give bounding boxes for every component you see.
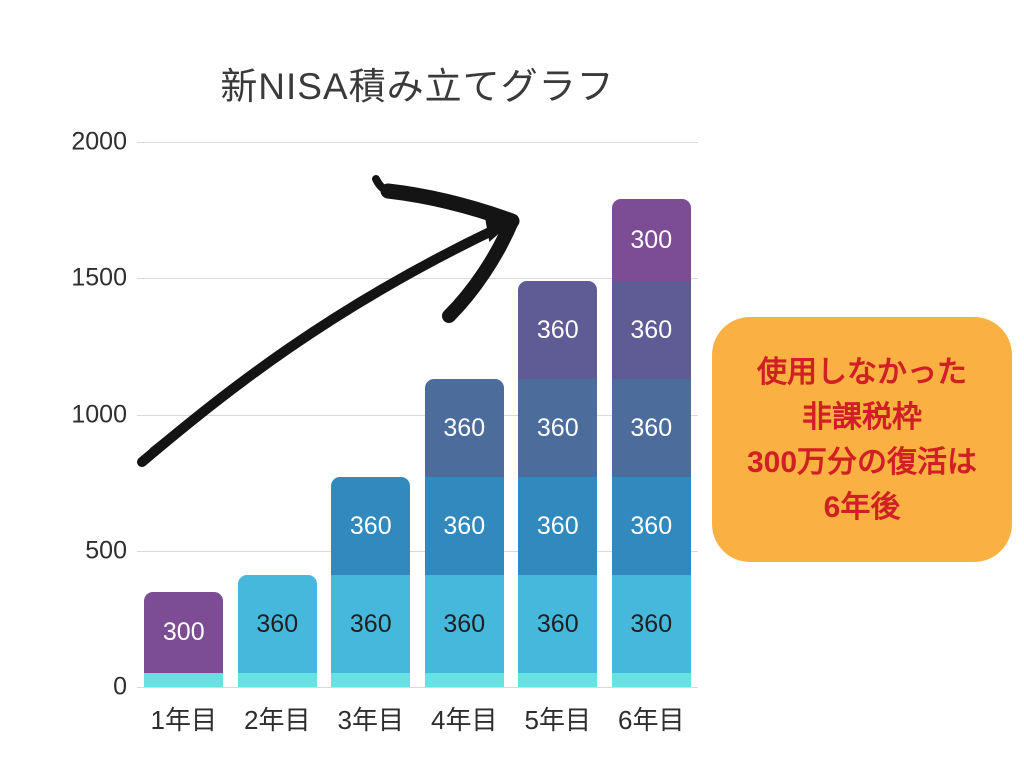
segment-value-label: 360 — [536, 609, 579, 638]
bar-segment-1年目-300: 300 — [144, 591, 224, 674]
x-axis-tick-label: 4年目 — [431, 705, 498, 735]
x-axis-tick-label: 6年目 — [618, 705, 685, 735]
bar-segment-5年目-360: 360 — [518, 280, 598, 380]
segment-value-label: 360 — [443, 609, 486, 638]
bar-segment-6年目-360: 360 — [611, 477, 691, 576]
bar-segment-2年目-50 — [237, 673, 317, 687]
bar-segment-5年目-50 — [518, 673, 598, 687]
segment-value-label: 360 — [536, 413, 579, 442]
segment-value-label: 360 — [536, 511, 579, 540]
y-axis-tick-label: 2000 — [71, 127, 127, 156]
x-axis-tick-label: 1年目 — [150, 705, 217, 735]
bar-segment-4年目-360: 360 — [424, 477, 504, 576]
segment-value-label: 300 — [630, 225, 673, 254]
callout-line-2: 非課税枠 — [802, 400, 922, 434]
segment-value-label: 300 — [162, 618, 205, 646]
segment-value-label: 360 — [349, 511, 392, 540]
callout-box: 使用しなかった 非課税枠 300万分の復活は 6年後 — [712, 317, 1012, 562]
segment-value-label: 360 — [256, 609, 299, 638]
callout-line-3: 300万分の復活は — [746, 445, 978, 479]
segment-value-label: 360 — [443, 511, 486, 540]
segment-value-label: 360 — [630, 315, 673, 344]
segment-value-label: 360 — [630, 609, 673, 638]
bar-segment-4年目-360: 360 — [424, 379, 504, 478]
bar-segment-4年目-360: 360 — [424, 575, 504, 674]
bar-segment-6年目-360: 360 — [611, 379, 691, 478]
gridline-0 — [137, 687, 698, 688]
segment-value-label: 360 — [349, 609, 392, 638]
bar-segment-3年目-50 — [331, 673, 411, 687]
bar-segment-4年目-50 — [424, 673, 504, 687]
x-axis-tick-label: 5年目 — [524, 705, 591, 735]
bar-segment-1年目-50 — [144, 673, 224, 687]
y-axis-tick-label: 1000 — [71, 400, 127, 428]
bar-segment-6年目-300: 300 — [611, 199, 691, 281]
segment-value-label: 360 — [630, 413, 673, 442]
callout-line-4: 6年後 — [823, 490, 901, 524]
x-axis-tick-label: 3年目 — [337, 705, 404, 735]
bar-segment-5年目-360: 360 — [518, 379, 598, 478]
callout-line-1: 使用しなかった — [757, 355, 967, 389]
bar-segment-6年目-50 — [611, 673, 691, 687]
y-axis-tick-label: 1500 — [71, 263, 127, 292]
y-axis-tick-label: 500 — [85, 536, 127, 565]
bar-segment-3年目-360: 360 — [331, 477, 411, 576]
bar-segment-2年目-360: 360 — [237, 575, 317, 674]
bar-segment-5年目-360: 360 — [518, 477, 598, 576]
x-axis-tick-label: 2年目 — [244, 705, 311, 735]
chart-title: 新NISA積み立てグラフ — [220, 66, 615, 107]
bar-segment-3年目-360: 360 — [331, 575, 411, 674]
bar-segment-5年目-360: 360 — [518, 575, 598, 674]
bar-segment-6年目-360: 360 — [611, 280, 691, 380]
segment-value-label: 360 — [536, 315, 579, 344]
bar-segment-6年目-360: 360 — [611, 575, 691, 674]
gridline-500 — [137, 550, 698, 552]
segment-value-label: 360 — [443, 413, 486, 442]
segment-value-label: 360 — [630, 511, 673, 540]
y-axis-tick-label: 0 — [113, 672, 127, 701]
gridline-2000 — [137, 142, 698, 143]
